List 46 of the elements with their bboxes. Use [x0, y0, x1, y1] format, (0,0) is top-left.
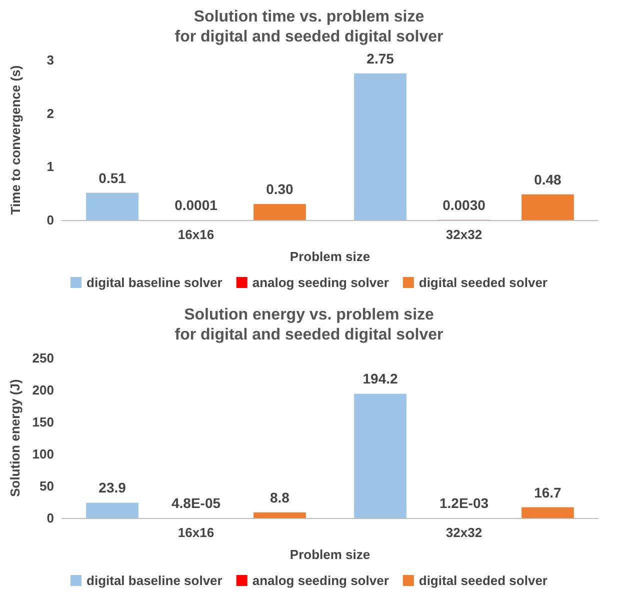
data-label: 0.0030: [442, 196, 486, 213]
y-tick-label: 0: [46, 510, 54, 526]
y-tick-label: 50: [40, 478, 54, 494]
x-tick-label: 16x16: [178, 227, 214, 242]
data-label: 2.75: [366, 50, 394, 66]
legend-label: digital seeded solver: [418, 573, 548, 588]
data-label: 0.51: [98, 170, 126, 186]
data-label: 0.48: [534, 171, 562, 188]
y-tick-label: 1: [46, 159, 54, 174]
data-label: 0.0001: [174, 196, 218, 213]
bar: [354, 73, 406, 220]
data-label: 4.8E-05: [171, 495, 221, 511]
data-label: 1.2E-03: [439, 495, 489, 511]
data-label: 8.8: [270, 489, 290, 506]
legend-label: digital baseline solver: [86, 275, 222, 290]
bar: [354, 394, 406, 518]
bar: [522, 194, 574, 220]
x-tick-label: 32x32: [446, 525, 482, 540]
y-tick-label: 0: [46, 212, 54, 228]
chart-title: Solution time vs. problem size for digital and seeded digital solver: [174, 8, 444, 46]
x-axis-title: Problem size: [290, 249, 370, 264]
y-tick-label: 3: [46, 52, 54, 68]
legend-label: analog seeding solver: [252, 275, 389, 290]
chart-title: Solution energy vs. problem size for digital and seeded digital solver: [174, 306, 444, 344]
data-label: 23.9: [98, 480, 126, 496]
bar: [254, 512, 306, 518]
data-label: 16.7: [534, 484, 562, 500]
y-tick-label: 2: [46, 106, 54, 121]
y-axis-title: Solution energy (J): [7, 379, 22, 497]
data-label: 0.30: [266, 181, 294, 197]
legend-label: digital seeded solver: [418, 275, 548, 290]
y-axis-title: Time to convergence (s): [8, 65, 23, 215]
legend-label: digital baseline solver: [86, 573, 222, 588]
x-tick-label: 16x16: [178, 525, 214, 540]
data-label: 194.2: [362, 370, 398, 387]
bar: [86, 502, 138, 518]
y-tick-label: 100: [32, 446, 54, 462]
bar: [254, 204, 306, 220]
y-tick-label: 150: [32, 414, 54, 430]
bar: [86, 192, 138, 220]
y-tick-label: 200: [32, 382, 54, 398]
legend-label: analog seeding solver: [252, 573, 389, 588]
y-tick-label: 250: [32, 350, 54, 366]
x-axis-title: Problem size: [290, 547, 370, 562]
x-tick-label: 32x32: [446, 227, 482, 242]
bar: [522, 507, 574, 518]
